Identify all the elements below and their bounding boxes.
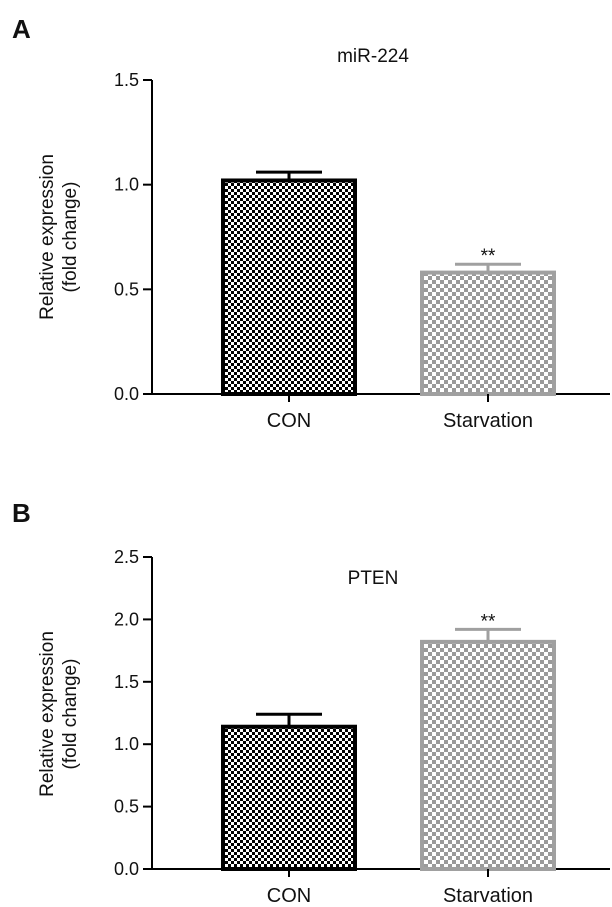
y-tick-label: 0.0 <box>114 859 139 879</box>
x-tick-label: Starvation <box>443 885 533 907</box>
error-bar <box>455 627 521 642</box>
x-tick-label: CON <box>267 885 311 907</box>
panel-label-b: B <box>12 498 31 528</box>
panel-label-a: A <box>12 14 31 44</box>
y-tick-label: 0.0 <box>114 384 139 404</box>
error-bar <box>256 712 322 727</box>
panel-b: B PTEN Relative expression (fold change)… <box>12 498 610 907</box>
bar-con <box>221 178 357 396</box>
x-tick-label: CON <box>267 410 311 432</box>
y-tick-label: 1.5 <box>114 672 139 692</box>
significance-label: ** <box>481 611 496 632</box>
y-tick-label: 2.5 <box>114 547 139 567</box>
y-tick-label: 1.0 <box>114 734 139 754</box>
y-tick-label: 1.5 <box>114 70 139 90</box>
error-bar <box>256 170 322 181</box>
y-tick-label: 0.5 <box>114 797 139 817</box>
y-axis-label-b-line2: (fold change) <box>60 659 81 770</box>
significance-label: ** <box>481 246 496 267</box>
panel-a: A miR-224 Relative expression (fold chan… <box>12 14 610 432</box>
y-tick-label: 0.5 <box>114 279 139 299</box>
y-axis-a: 0.0 0.5 1.0 1.5 <box>114 70 153 404</box>
bar-starvation <box>420 270 556 396</box>
chart-title-a: miR-224 <box>337 46 409 67</box>
y-tick-label: 1.0 <box>114 175 139 195</box>
y-axis-label-b-line1: Relative expression <box>37 631 58 797</box>
y-axis-b: 0.0 0.5 1.0 1.5 2.0 2.5 <box>114 547 153 879</box>
bar-con <box>221 724 357 872</box>
chart-title-b: PTEN <box>348 568 399 589</box>
y-axis-label-a-line2: (fold change) <box>60 182 81 293</box>
y-tick-label: 2.0 <box>114 609 139 629</box>
x-tick-label: Starvation <box>443 410 533 432</box>
y-axis-label-a-line1: Relative expression <box>37 154 58 320</box>
error-bar <box>455 262 521 273</box>
bar-starvation <box>420 639 556 872</box>
